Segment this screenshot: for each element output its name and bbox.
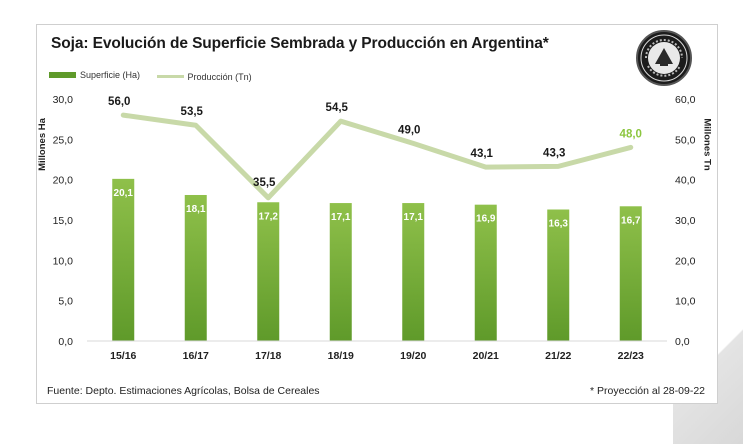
line-value-label: 35,5 — [253, 177, 276, 189]
bar-value-label: 20,1 — [114, 188, 134, 199]
y-right-tick-label: 0,0 — [675, 336, 690, 348]
chart-title: Soja: Evolución de Superficie Sembrada y… — [51, 35, 549, 52]
x-category-label: 18/19 — [328, 350, 354, 362]
legend-line-swatch — [156, 75, 184, 78]
legend-item-produccion: Producción (Tn) — [156, 71, 252, 82]
line-produccion — [120, 112, 634, 201]
line-value-label: 48,0 — [620, 128, 642, 140]
y-right-tick-label: 40,0 — [675, 175, 696, 187]
bar-superficie — [474, 204, 497, 341]
y-left-tick-label: 0,0 — [58, 336, 73, 348]
y-left-tick-label: 30,0 — [53, 94, 74, 106]
y-left-tick-label: 25,0 — [53, 134, 74, 146]
x-category-label: 17/18 — [255, 350, 281, 362]
x-category-label: 16/17 — [183, 350, 209, 362]
bar-value-label: 18,1 — [186, 204, 206, 215]
line-value-label: 43,3 — [543, 147, 565, 159]
bar-value-label: 17,1 — [331, 212, 351, 223]
y-right-tick-label: 50,0 — [675, 134, 696, 146]
x-category-label: 15/16 — [110, 350, 136, 362]
bar-value-label: 16,9 — [476, 214, 496, 225]
y-right-tick-label: 30,0 — [675, 215, 696, 227]
x-category-label: 22/23 — [618, 350, 644, 362]
bar-value-label: 17,1 — [404, 212, 424, 223]
bar-superficie — [547, 209, 570, 341]
y-left-tick-label: 20,0 — [53, 175, 74, 187]
footer-projection-note: * Proyección al 28-09-22 — [590, 385, 705, 397]
chart-plot: 0,0 5,0 10,0 15,0 20,0 25,0 30,0 0,0 10,0 20,0 30,… — [53, 94, 696, 362]
y-left-tick-label: 5,0 — [58, 296, 73, 308]
bar-value-label: 16,7 — [621, 215, 641, 226]
bolsa-de-cereales-logo — [636, 30, 692, 86]
bar-superficie — [184, 194, 207, 341]
x-category-label: 21/22 — [545, 350, 571, 362]
bar-value-label: 16,3 — [549, 219, 569, 230]
chart-legend: Superficie (Ha) Producción (Tn) — [49, 70, 266, 82]
chart-card: Soja: Evolución de Superficie Sembrada y… — [36, 24, 718, 404]
y-right-tick-label: 60,0 — [675, 94, 696, 106]
footer-source: Fuente: Depto. Estimaciones Agrícolas, B… — [47, 385, 320, 397]
y-right-tick-label: 10,0 — [675, 296, 696, 308]
line-value-label: 54,5 — [326, 102, 349, 114]
x-category-label: 19/20 — [400, 350, 426, 362]
line-value-label: 56,0 — [108, 96, 130, 108]
line-value-label: 53,5 — [181, 106, 204, 118]
bar-superficie — [402, 203, 425, 341]
y-right-tick-label: 20,0 — [675, 255, 696, 267]
line-value-label: 43,1 — [471, 148, 494, 160]
bar-value-label: 17,2 — [259, 211, 279, 222]
x-category-label: 20/21 — [473, 350, 499, 362]
bar-superficie — [112, 178, 135, 341]
legend-item-superficie: Superficie (Ha) — [49, 70, 140, 80]
legend-bar-swatch — [49, 72, 76, 78]
line-value-label: 49,0 — [398, 124, 420, 136]
bar-superficie — [257, 202, 280, 341]
legend-label-superficie: Superficie (Ha) — [80, 70, 141, 80]
y-left-tick-label: 15,0 — [53, 215, 74, 227]
bar-superficie — [329, 203, 352, 341]
bar-superficie — [619, 206, 642, 341]
y-left-tick-label: 10,0 — [53, 255, 74, 267]
legend-label-produccion: Producción (Tn) — [187, 71, 252, 82]
